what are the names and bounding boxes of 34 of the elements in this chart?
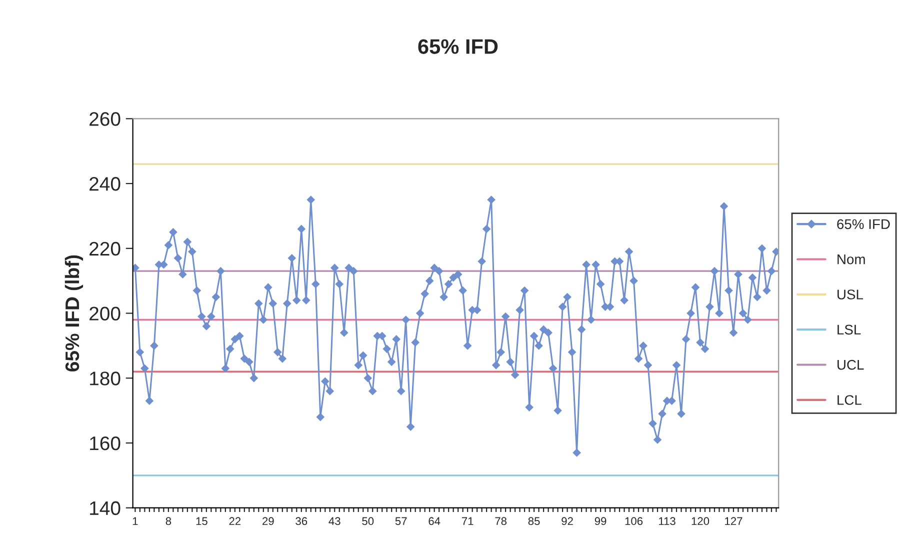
x-tick-label: 92 bbox=[562, 517, 573, 526]
x-tick-label: 36 bbox=[296, 517, 308, 526]
legend-label: 65% IFD bbox=[837, 219, 890, 230]
x-tick-label: 64 bbox=[428, 517, 440, 526]
x-tick-label: 29 bbox=[262, 517, 274, 526]
legend-label: UCL bbox=[838, 360, 864, 370]
y-tick-label: 160 bbox=[90, 436, 120, 450]
y-tick-label: 180 bbox=[90, 372, 120, 386]
legend-label: LSL bbox=[838, 324, 861, 335]
y-tick-label: 220 bbox=[90, 242, 120, 256]
x-tick-label: 106 bbox=[625, 517, 643, 526]
x-tick-label: 85 bbox=[528, 517, 540, 526]
x-tick-label: 50 bbox=[362, 517, 374, 526]
x-tick-label: 127 bbox=[725, 517, 742, 525]
x-tick-label: 8 bbox=[166, 517, 172, 526]
x-tick-label: 43 bbox=[328, 517, 340, 526]
legend-label: USL bbox=[838, 290, 864, 300]
x-tick-label: 57 bbox=[395, 517, 407, 526]
x-tick-label: 99 bbox=[594, 517, 606, 526]
legend-label: LCL bbox=[838, 395, 862, 405]
x-tick-label: 22 bbox=[229, 517, 241, 525]
y-tick-label: 200 bbox=[90, 306, 120, 320]
y-tick-label: 240 bbox=[90, 177, 120, 191]
legend-label: Nom bbox=[838, 254, 865, 264]
x-tick-label: 113 bbox=[659, 517, 676, 526]
chart-title: 65% IFD bbox=[418, 39, 498, 54]
y-tick-label: 260 bbox=[90, 112, 120, 126]
x-tick-label: 71 bbox=[462, 517, 474, 525]
x-tick-label: 15 bbox=[196, 517, 208, 526]
x-tick-label: 1 bbox=[132, 517, 138, 525]
y-tick-label: 140 bbox=[90, 501, 120, 516]
x-tick-label: 78 bbox=[495, 517, 507, 526]
x-tick-label: 120 bbox=[692, 517, 710, 526]
y-axis-title: 65% IFD (lbf) bbox=[64, 255, 84, 372]
